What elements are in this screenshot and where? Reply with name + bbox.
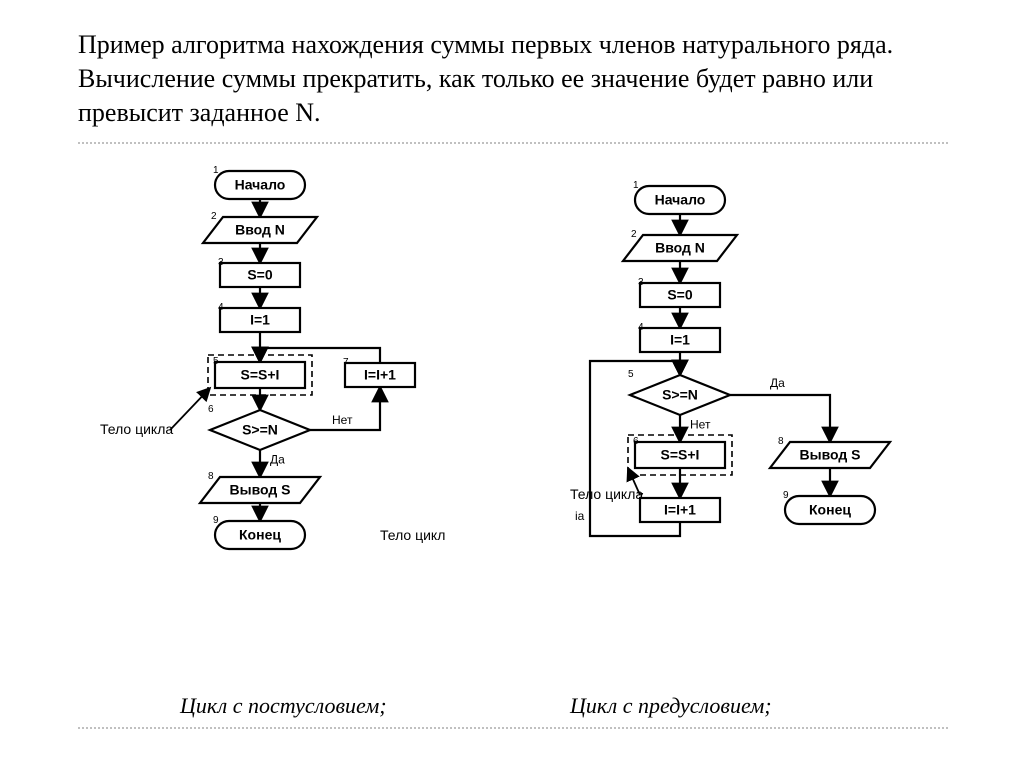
svg-text:ia: ia <box>575 509 585 523</box>
svg-text:8: 8 <box>208 471 214 482</box>
svg-text:Ввод N: Ввод N <box>235 222 285 238</box>
svg-text:Нет: Нет <box>690 418 711 432</box>
svg-text:7: 7 <box>343 357 349 368</box>
svg-text:S=S+I: S=S+I <box>661 447 700 463</box>
flowchart-canvas: Да Нет Начало 1 Ввод N 2 S=0 3 I=1 4 S=S+I 5 I=I+1 7 S… <box>0 0 1024 767</box>
svg-text:1: 1 <box>633 180 639 191</box>
svg-text:1: 1 <box>213 165 219 176</box>
svg-text:Да: Да <box>770 376 785 390</box>
svg-text:S>=N: S>=N <box>662 387 698 403</box>
svg-text:S=S+I: S=S+I <box>241 367 280 383</box>
flowchart-left: Да Нет Начало 1 Ввод N 2 S=0 3 I=1 4 S=S+I 5 I=I+1 7 S… <box>100 165 445 549</box>
svg-text:2: 2 <box>211 211 217 222</box>
svg-text:Тело цикла: Тело цикла <box>570 486 643 502</box>
svg-text:Начало: Начало <box>655 192 706 208</box>
svg-text:Вывод S: Вывод S <box>800 447 861 463</box>
caption-right: Цикл с предусловием; <box>570 693 772 719</box>
svg-text:3: 3 <box>218 257 224 268</box>
svg-text:Нет: Нет <box>332 413 353 427</box>
svg-text:Конец: Конец <box>239 527 281 543</box>
svg-text:I=1: I=1 <box>670 332 690 348</box>
svg-text:S=0: S=0 <box>247 267 273 283</box>
svg-text:8: 8 <box>778 436 784 447</box>
svg-text:6: 6 <box>208 404 214 415</box>
svg-text:2: 2 <box>631 229 637 240</box>
svg-text:3: 3 <box>638 277 644 288</box>
svg-text:5: 5 <box>213 356 219 367</box>
svg-text:Начало: Начало <box>235 177 286 193</box>
svg-text:Конец: Конец <box>809 502 851 518</box>
divider-bottom <box>78 727 948 729</box>
svg-text:Ввод N: Ввод N <box>655 240 705 256</box>
caption-left: Цикл с постусловием; <box>180 693 387 719</box>
svg-text:5: 5 <box>628 369 634 380</box>
svg-text:I=1: I=1 <box>250 312 270 328</box>
svg-text:S=0: S=0 <box>667 287 693 303</box>
svg-text:S>=N: S>=N <box>242 422 278 438</box>
svg-text:4: 4 <box>638 322 644 333</box>
svg-text:Тело цикла: Тело цикла <box>100 421 173 437</box>
svg-text:4: 4 <box>218 302 224 313</box>
flowchart-right: Нет Да Начало 1 Ввод N 2 S=0 3 I=1 4 S>=N 5 S=S+I 6 I=… <box>570 180 890 536</box>
svg-text:Тело цикл: Тело цикл <box>380 527 445 543</box>
svg-text:I=I+1: I=I+1 <box>364 367 396 383</box>
svg-text:9: 9 <box>783 490 789 501</box>
svg-text:6: 6 <box>633 436 639 447</box>
svg-text:Да: Да <box>270 453 285 467</box>
svg-text:9: 9 <box>213 515 219 526</box>
svg-text:I=I+1: I=I+1 <box>664 502 696 518</box>
svg-text:Вывод S: Вывод S <box>230 482 291 498</box>
